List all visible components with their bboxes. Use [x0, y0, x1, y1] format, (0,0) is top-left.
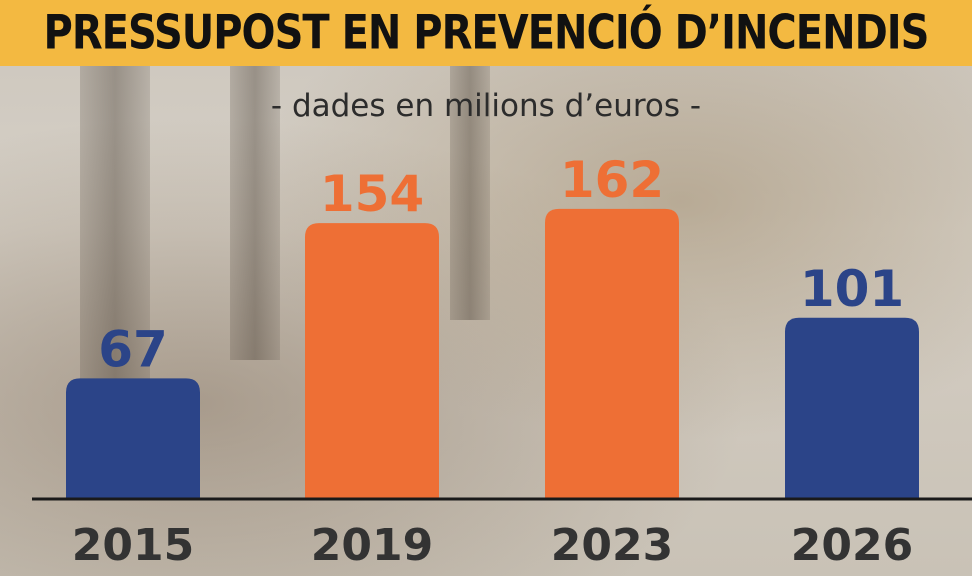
value-labels-group: 67 154 162 101 [98, 151, 904, 379]
x-tick-label-2023: 2023 [551, 520, 673, 571]
bar-2026 [785, 317, 919, 498]
x-tick-label-2015: 2015 [72, 520, 194, 571]
bar-2015 [66, 378, 200, 498]
value-label-2026: 101 [800, 260, 904, 318]
bar-2023 [545, 208, 679, 498]
tree-trunk-shape [230, 60, 280, 360]
chart-title: PRESSUPOST EN PREVENCIÓ D’INCENDIS [43, 5, 930, 61]
tree-trunk-shape [450, 60, 490, 320]
x-tick-labels-group: 2015 2019 2023 2026 [72, 520, 913, 571]
value-label-2023: 162 [560, 151, 664, 209]
x-tick-label-2026: 2026 [791, 520, 913, 571]
bar-2019 [305, 223, 439, 498]
value-label-2019: 154 [320, 165, 424, 223]
x-tick-label-2019: 2019 [311, 520, 433, 571]
title-band [0, 0, 972, 66]
chart-subtitle: - dades en milions d’euros - [270, 88, 702, 124]
tree-trunk-shape [80, 60, 150, 400]
value-label-2015: 67 [98, 320, 168, 378]
bars-group [66, 208, 919, 498]
